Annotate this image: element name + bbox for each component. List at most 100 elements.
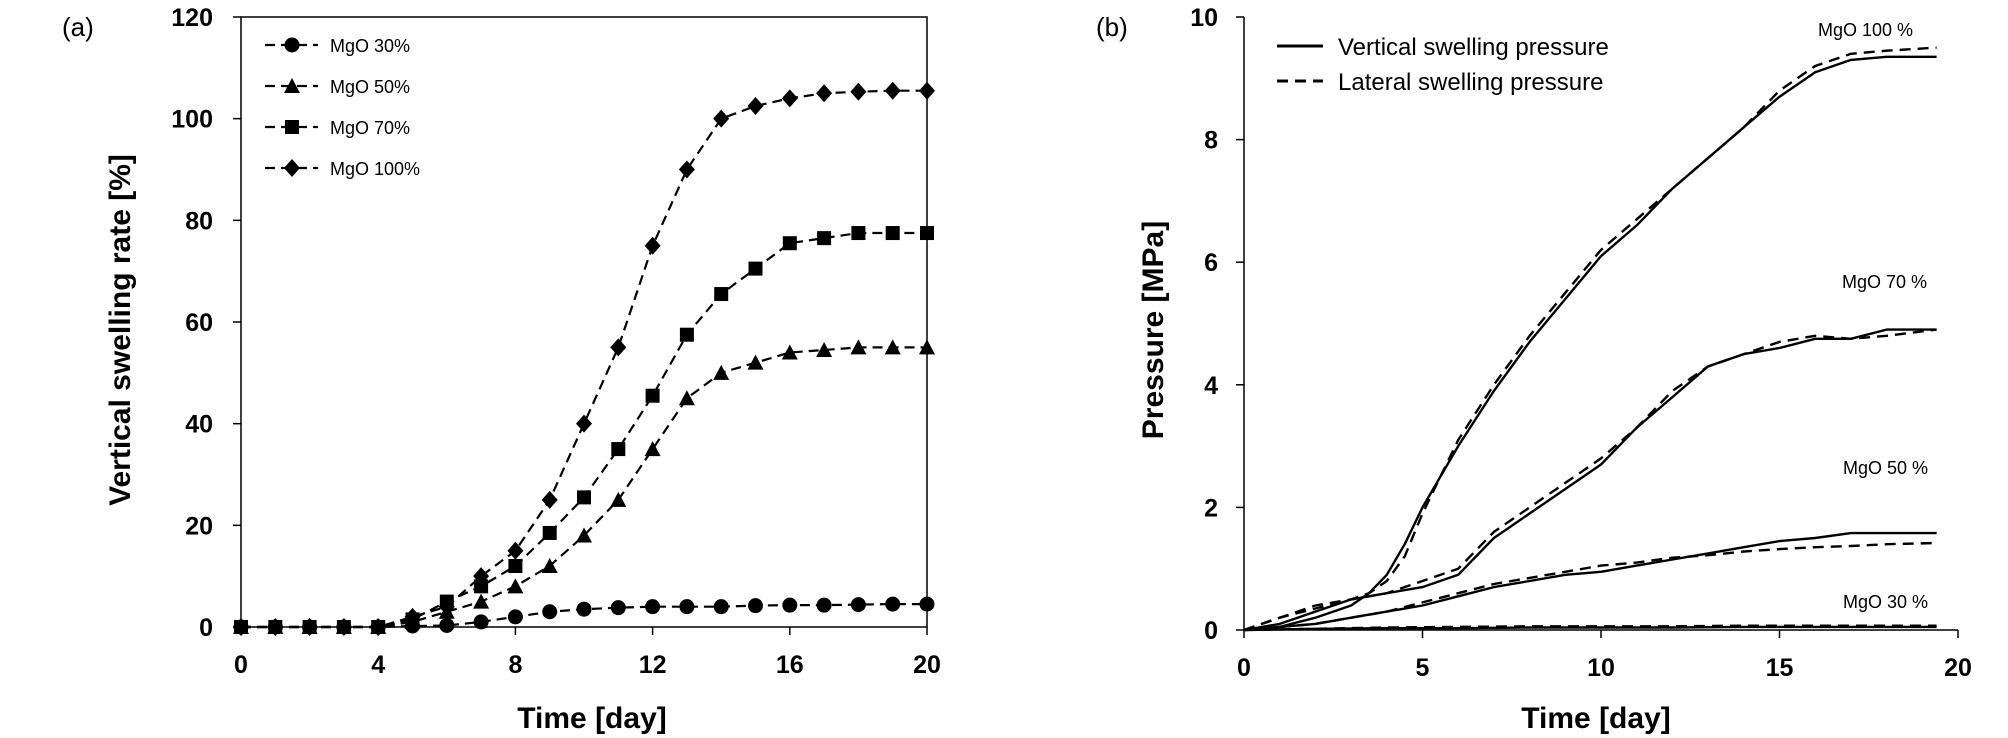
panel-a-x-tick-label: 8 xyxy=(508,651,522,679)
data-point-diamond xyxy=(541,490,558,509)
panel-b-x-tick-label: 15 xyxy=(1766,654,1794,682)
legend-marker-triangle xyxy=(284,78,300,93)
data-point-triangle xyxy=(507,578,524,594)
data-point-diamond xyxy=(747,96,764,115)
data-point-triangle xyxy=(884,339,901,355)
data-point-triangle xyxy=(576,527,592,543)
series-line-mgo-50-lateral xyxy=(1243,541,1937,632)
data-point-diamond xyxy=(713,109,730,128)
panel-b-annotation-mgo-100: MgO 100 % xyxy=(1818,20,1913,40)
data-point-diamond xyxy=(301,618,318,636)
panel-b-y-axis-title: Pressure [MPa] xyxy=(1137,221,1170,439)
panel-a-x-axis-title: Time [day] xyxy=(517,702,667,735)
panel-b-x-tick-label: 0 xyxy=(1237,654,1251,682)
data-point-circle xyxy=(610,600,626,616)
data-point-triangle xyxy=(678,390,695,406)
data-point-circle xyxy=(439,617,455,633)
data-point-circle xyxy=(645,599,661,615)
legend-marker-circle xyxy=(284,37,300,53)
data-point-triangle xyxy=(541,558,558,573)
panel-b-annotation-mgo-30: MgO 30 % xyxy=(1843,592,1928,612)
data-point-triangle xyxy=(919,339,935,355)
panel-a-y-tick-label: 100 xyxy=(171,106,213,134)
series-line-diamond xyxy=(241,89,927,629)
data-point-diamond xyxy=(816,84,833,103)
data-point-circle xyxy=(576,601,592,617)
panel-b-annotation-mgo-70: MgO 70 % xyxy=(1842,272,1927,292)
data-point-square xyxy=(611,442,626,457)
panel-a-y-axis-title: Vertical swelling rate [%] xyxy=(104,154,137,506)
data-point-square xyxy=(577,490,591,505)
data-point-diamond xyxy=(507,541,524,560)
chart-b: 0 5 10 15 20 0 2 4 6 8 10 xyxy=(1190,4,1972,682)
data-point-triangle xyxy=(644,441,661,457)
panel-b-x-axis-title: Time [day] xyxy=(1521,702,1671,735)
panel-b-x-tick-label: 20 xyxy=(1944,654,1972,682)
data-point-square xyxy=(817,231,832,246)
data-point-diamond xyxy=(370,618,387,636)
series-line-mgo-100-lateral xyxy=(1243,46,1937,632)
data-point-circle xyxy=(782,597,798,613)
data-point-diamond xyxy=(919,81,935,100)
data-point-diamond xyxy=(233,618,249,636)
panel-b-y-tick-label: 0 xyxy=(1204,617,1218,645)
data-point-triangle xyxy=(747,354,764,370)
data-point-circle xyxy=(713,599,729,615)
panel-a-y-tick-label: 60 xyxy=(185,309,213,337)
data-point-circle xyxy=(885,596,901,612)
legend-label: MgO 50% xyxy=(330,77,410,97)
panel-a-y-tick-label: 0 xyxy=(199,614,213,642)
data-point-diamond xyxy=(267,618,284,636)
data-point-triangle xyxy=(850,339,867,355)
data-point-circle xyxy=(850,597,866,613)
data-point-circle xyxy=(542,604,558,620)
data-point-diamond xyxy=(404,607,421,626)
data-point-square xyxy=(679,327,694,342)
data-point-square xyxy=(920,226,934,241)
data-point-diamond xyxy=(576,414,592,433)
data-point-triangle xyxy=(473,593,490,609)
panel-a-legend: MgO 30% MgO 50% MgO 70% MgO 100% xyxy=(265,36,420,179)
data-point-circle xyxy=(919,596,935,612)
data-point-diamond xyxy=(335,618,352,636)
legend-label: MgO 70% xyxy=(330,118,410,138)
data-point-circle xyxy=(816,597,832,613)
panel-b-label: (b) xyxy=(1096,12,1128,42)
panel-b-y-tick-label: 8 xyxy=(1204,127,1218,155)
data-point-square xyxy=(782,236,797,251)
data-point-diamond xyxy=(678,160,695,179)
legend-vertical-label: Vertical swelling pressure xyxy=(1338,34,1609,61)
panel-b-y-tick-label: 6 xyxy=(1204,249,1218,277)
legend-marker-square xyxy=(285,120,299,134)
panel-a-y-tick-label: 40 xyxy=(185,411,213,439)
panel-a-x-tick-label: 16 xyxy=(776,651,804,679)
panel-a-y-tick-label: 120 xyxy=(171,4,213,32)
data-point-square xyxy=(645,388,660,403)
data-point-diamond xyxy=(850,82,867,101)
data-point-diamond xyxy=(610,338,627,357)
panel-b-y-tick-label: 4 xyxy=(1204,372,1218,400)
series-line-mgo-100-vertical xyxy=(1243,55,1937,632)
data-point-square xyxy=(748,261,763,276)
legend-label: MgO 30% xyxy=(330,36,410,56)
data-point-triangle xyxy=(816,341,833,357)
panel-b-annotation-mgo-50: MgO 50 % xyxy=(1843,458,1928,478)
data-point-diamond xyxy=(884,81,901,100)
legend-lateral-label: Lateral swelling pressure xyxy=(1338,69,1603,96)
series-line-mgo-70-vertical xyxy=(1243,328,1937,632)
data-point-square xyxy=(885,226,900,241)
panel-a-y-tick-label: 80 xyxy=(185,207,213,235)
panel-b-x-tick-label: 5 xyxy=(1416,654,1430,682)
data-point-circle xyxy=(507,609,523,625)
data-point-square xyxy=(714,287,729,302)
panel-b-x-tick-label: 10 xyxy=(1587,654,1615,682)
panel-a-x-tick-label: 12 xyxy=(639,651,667,679)
data-point-circle xyxy=(679,599,695,615)
panel-a-y-tick-label: 20 xyxy=(185,512,213,540)
data-point-square xyxy=(851,226,866,241)
data-point-diamond xyxy=(644,236,661,255)
panel-a-x-tick-label: 20 xyxy=(913,651,941,679)
data-point-diamond xyxy=(473,567,490,586)
